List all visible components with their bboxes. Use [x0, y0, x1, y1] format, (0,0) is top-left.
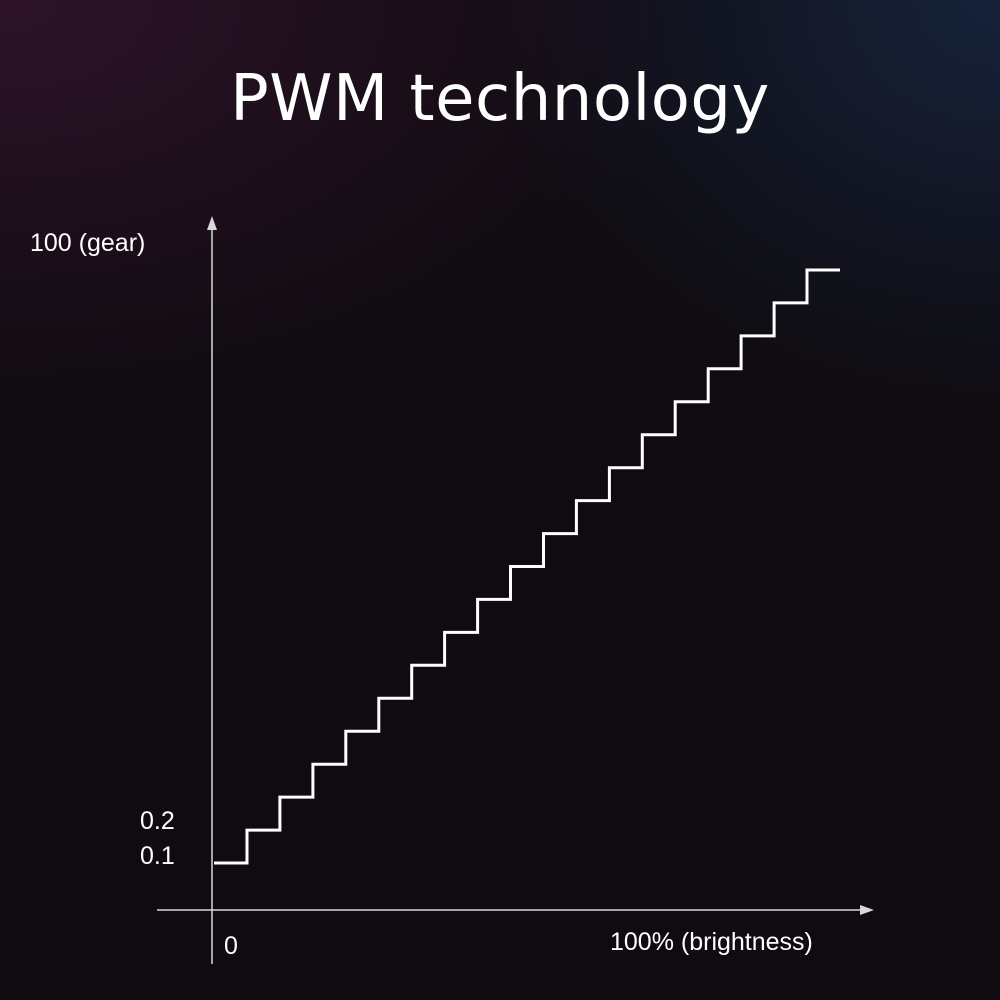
- x-tick-label-0: 0: [224, 932, 238, 960]
- y-tick-label-0.2: 0.2: [140, 807, 175, 835]
- y-tick-label-0.1: 0.1: [140, 842, 175, 870]
- x-axis-arrow: [860, 905, 874, 915]
- y-axis-arrow: [207, 216, 217, 230]
- y-axis-label: 100 (gear): [30, 229, 145, 257]
- chart-title: PWM technology: [230, 62, 770, 136]
- x-axis-label: 100% (brightness): [610, 928, 813, 956]
- staircase-line: [214, 268, 840, 865]
